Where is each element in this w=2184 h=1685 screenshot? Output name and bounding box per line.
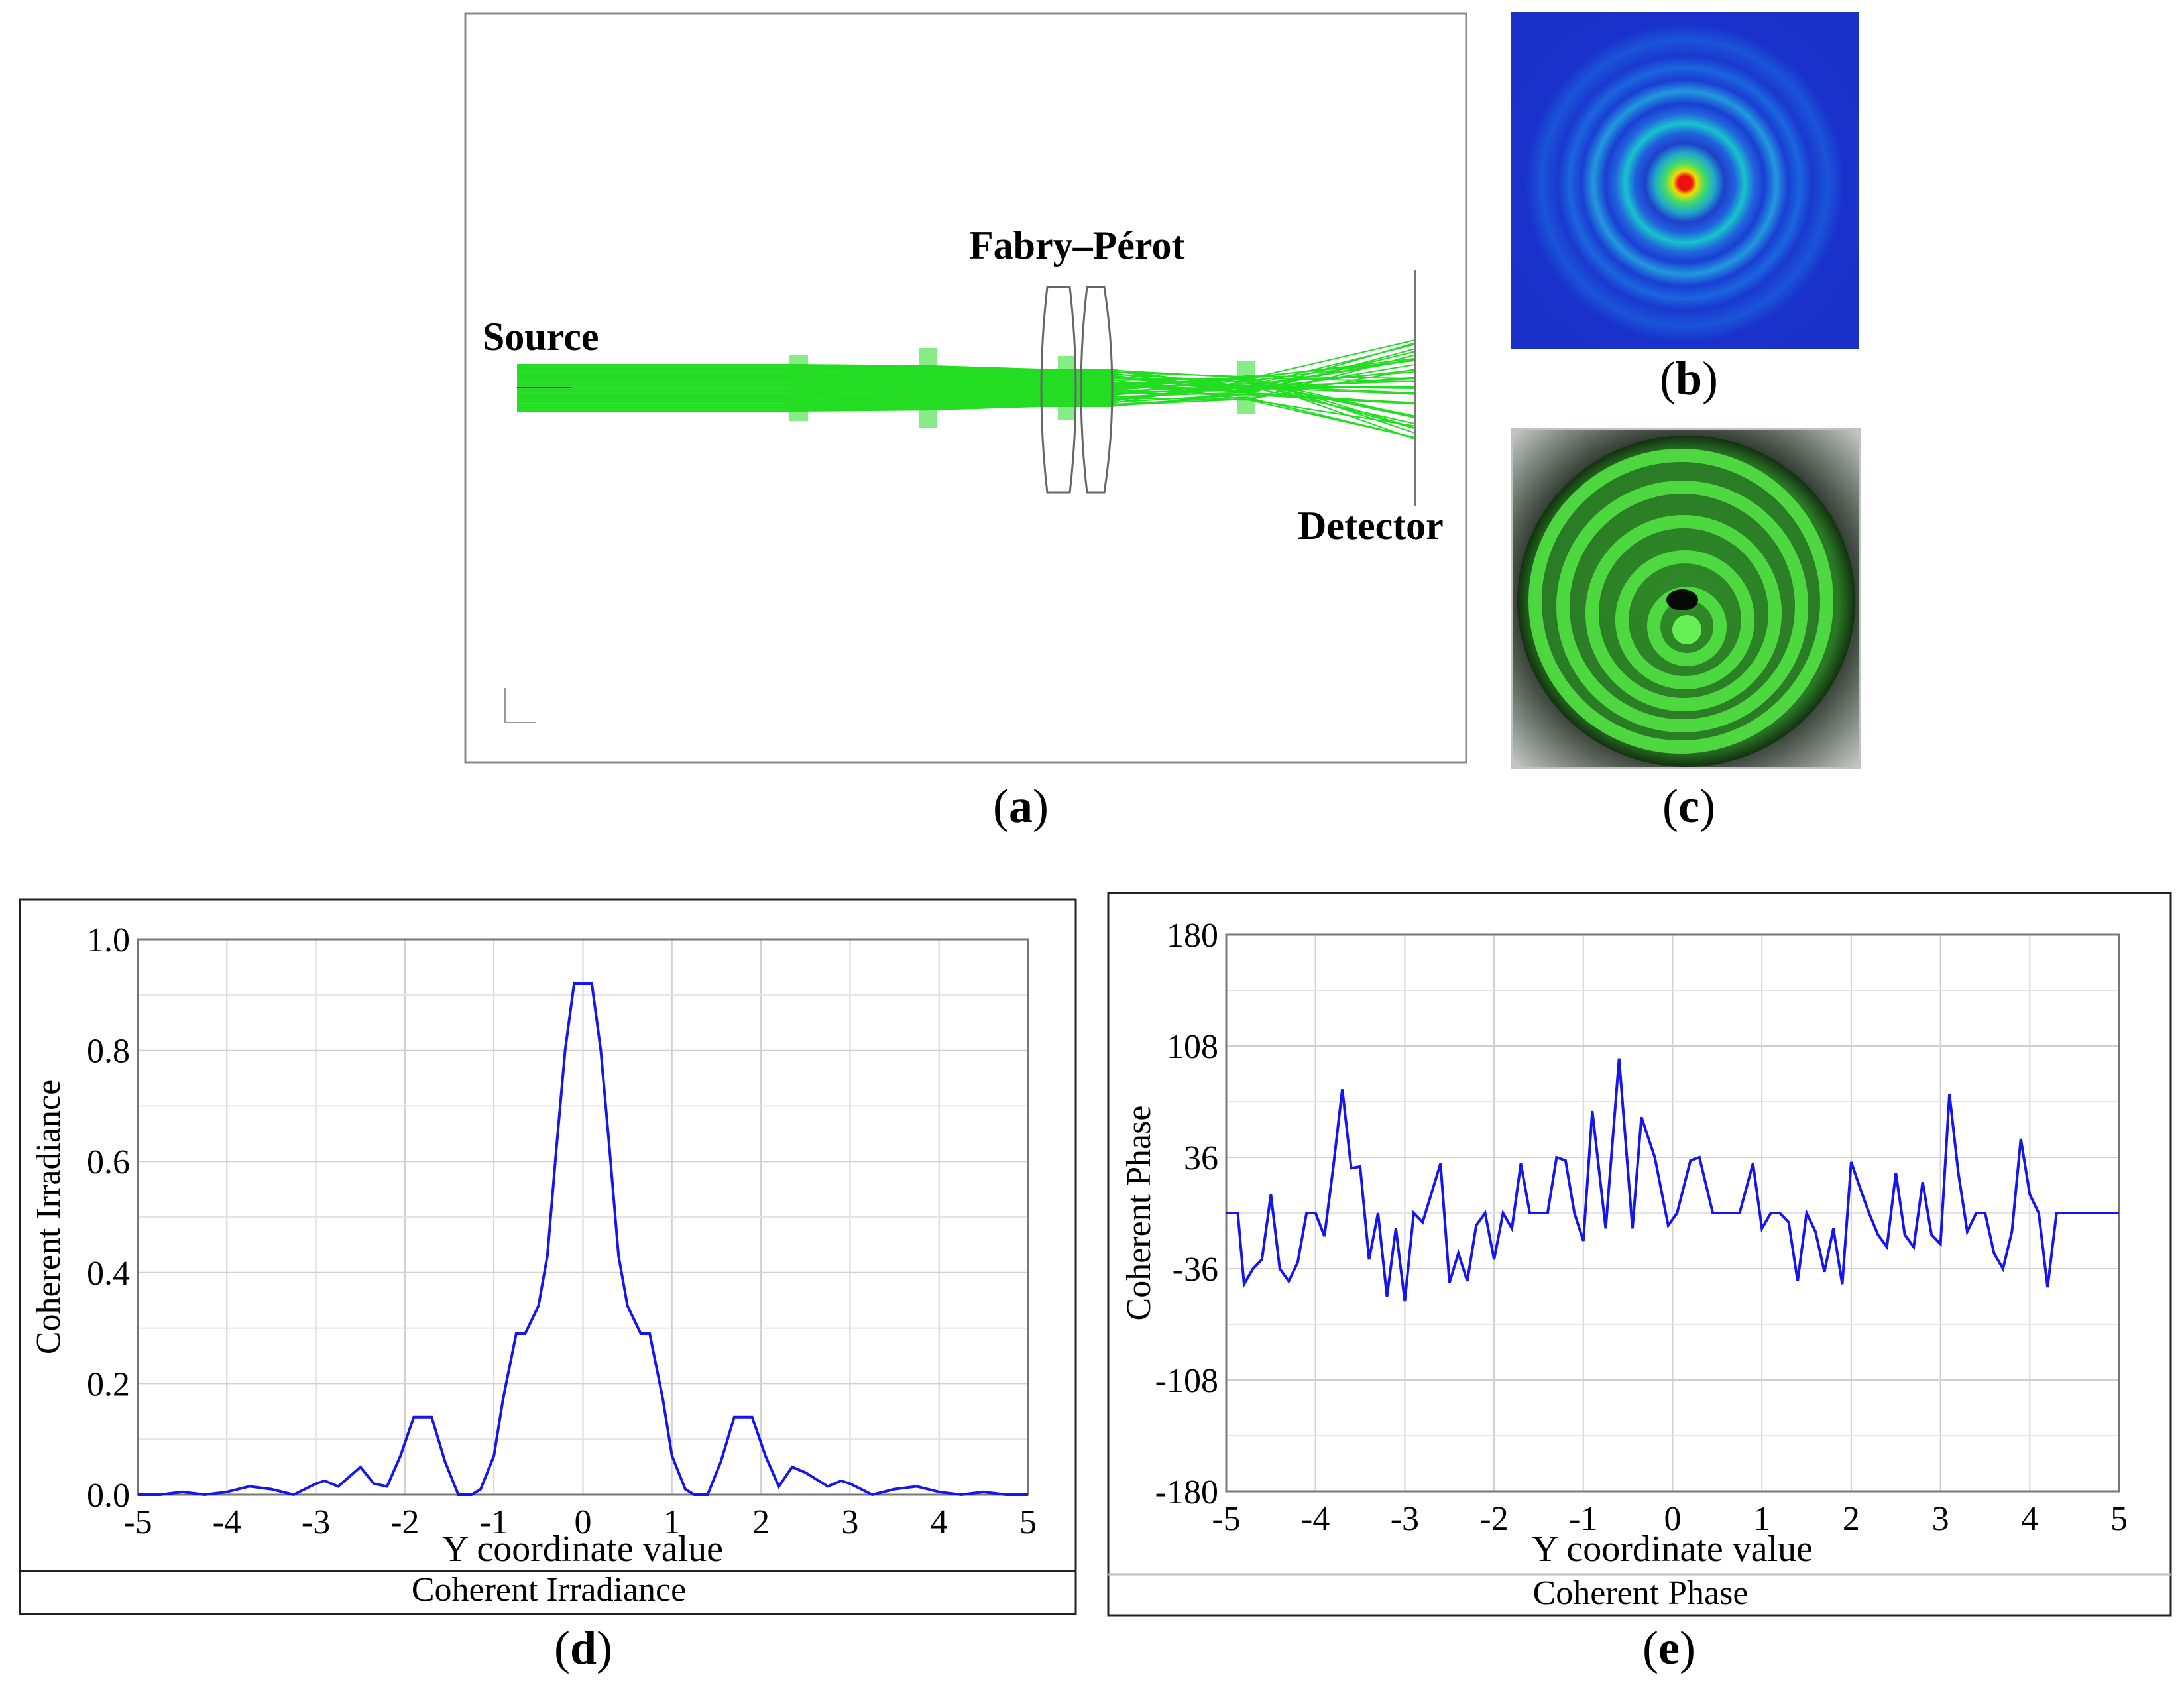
x-tick-label: -1 (480, 1503, 508, 1541)
chart-e-xlabel: Y coordinate value (1532, 1529, 1813, 1570)
x-tick-label: -1 (1569, 1500, 1597, 1538)
simulated-fringe-image (1511, 12, 1859, 349)
chart-d-xlabel: Y coordinate value (442, 1529, 723, 1570)
x-tick-label: 1 (663, 1503, 681, 1541)
panel-label-d: (d) (553, 1621, 612, 1674)
x-tick-label: -5 (123, 1503, 152, 1541)
x-tick-label: 2 (1843, 1500, 1860, 1538)
panel-label-b: (b) (1659, 352, 1718, 405)
x-tick-label: 5 (2110, 1500, 2128, 1538)
x-tick-label: 4 (931, 1503, 948, 1541)
x-tick-label: 0 (1664, 1500, 1682, 1538)
y-tick-label: 180 (1167, 917, 1218, 955)
x-tick-label: -5 (1212, 1500, 1240, 1538)
x-tick-label: -4 (213, 1503, 241, 1541)
x-tick-label: -2 (1479, 1500, 1508, 1538)
chart-d-ylabel: Coherent Irradiance (30, 1080, 68, 1354)
y-tick-label: 36 (1184, 1139, 1218, 1177)
y-tick-label: 0.8 (87, 1033, 130, 1071)
x-tick-label: 3 (841, 1503, 858, 1541)
x-tick-label: 0 (575, 1503, 592, 1541)
x-tick-label: -3 (302, 1503, 330, 1541)
layout-diagram: Source Fabry–Pérot Detector (464, 12, 1467, 764)
y-tick-label: 108 (1167, 1028, 1218, 1066)
experimental-fringe-photo (1511, 428, 1861, 769)
coordinate-axes-icon (504, 688, 536, 723)
chart-e-frame (1107, 892, 2172, 1617)
chart-e-ylabel: Coherent Phase (1120, 1106, 1158, 1321)
chart-d-title: Coherent Irradiance (412, 1571, 686, 1609)
x-tick-label: -3 (1391, 1500, 1419, 1538)
y-tick-label: -108 (1155, 1362, 1218, 1400)
chart-e-title: Coherent Phase (1533, 1574, 1749, 1612)
chart-coherent-phase: -5 -4 -3 -2 -1 0 1 2 3 4 5 -180 -108 -36 36 108 180 Y co… (1107, 892, 2172, 1617)
chart-coherent-irradiance: -5 -4 -3 -2 -1 0 1 2 3 4 5 0.0 0.2 0.4 0.6 0.8 1.0 Y coo… (19, 898, 1077, 1615)
y-tick-label: 0.4 (87, 1255, 130, 1293)
x-tick-label: -2 (390, 1503, 419, 1541)
fp-label: Fabry–Pérot (969, 223, 1184, 267)
x-tick-label: -4 (1301, 1500, 1330, 1538)
y-tick-label: -36 (1173, 1251, 1218, 1289)
panel-label-e: (e) (1642, 1621, 1695, 1674)
y-tick-label: 1.0 (87, 921, 130, 959)
ray-cluster (1058, 356, 1076, 420)
ray-cluster (919, 348, 937, 428)
y-tick-label: 0.0 (87, 1477, 130, 1515)
ray-cluster (1237, 361, 1255, 414)
x-tick-label: 4 (2021, 1500, 2038, 1538)
fp-lens-left (1040, 286, 1077, 494)
x-tick-label: 3 (1932, 1500, 1949, 1538)
source-label: Source (483, 315, 599, 359)
detector-label: Detector (1298, 504, 1444, 548)
panel-label-c: (c) (1662, 780, 1715, 833)
series-line (138, 982, 1028, 1497)
ray-cluster (789, 355, 808, 421)
panel-label-a: (a) (993, 780, 1049, 833)
fp-lens-right (1080, 286, 1114, 494)
x-tick-label: 5 (1019, 1503, 1037, 1541)
y-tick-label: 0.6 (87, 1143, 130, 1181)
y-tick-label: -180 (1155, 1474, 1218, 1511)
x-tick-label: 1 (1753, 1500, 1770, 1538)
y-tick-label: 0.2 (87, 1365, 130, 1403)
x-tick-label: 2 (752, 1503, 770, 1541)
series-line (1226, 1058, 2119, 1302)
